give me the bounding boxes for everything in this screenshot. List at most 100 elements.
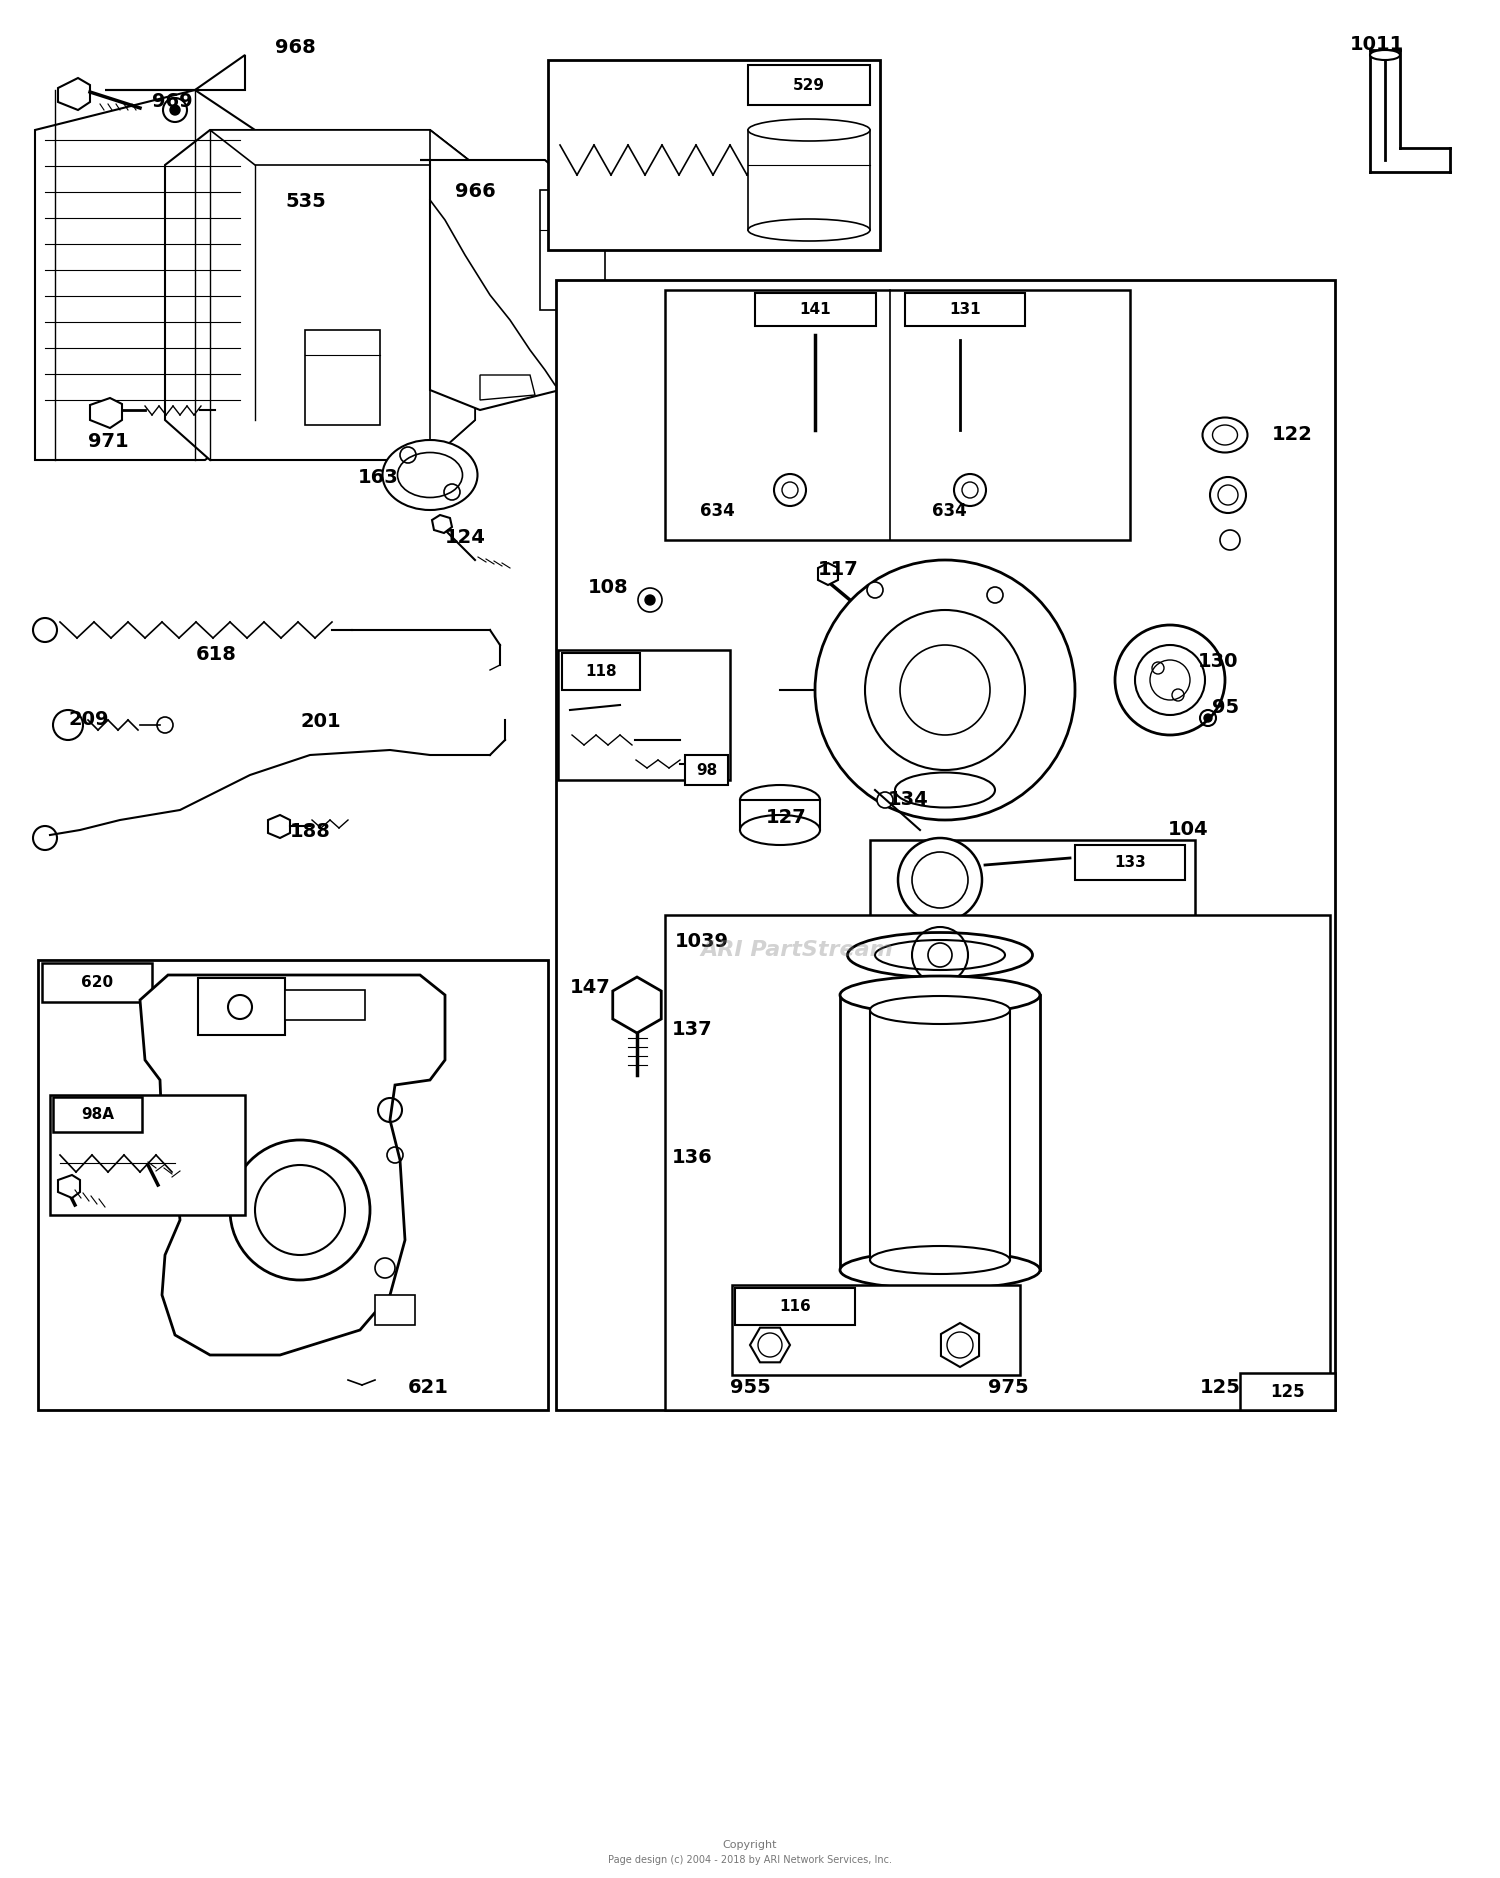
Circle shape xyxy=(867,582,883,597)
Text: 971: 971 xyxy=(88,432,129,451)
Text: 147: 147 xyxy=(570,978,610,997)
Polygon shape xyxy=(548,60,880,250)
Text: 535: 535 xyxy=(285,192,326,210)
Text: 188: 188 xyxy=(290,823,332,841)
Ellipse shape xyxy=(748,118,870,141)
Polygon shape xyxy=(754,293,876,327)
Polygon shape xyxy=(140,975,446,1356)
Text: 98: 98 xyxy=(696,762,717,777)
Circle shape xyxy=(878,793,892,808)
Polygon shape xyxy=(940,1322,980,1367)
Text: 1039: 1039 xyxy=(675,931,729,950)
Polygon shape xyxy=(904,293,1024,327)
Ellipse shape xyxy=(870,995,1010,1024)
Polygon shape xyxy=(945,430,975,451)
Circle shape xyxy=(170,105,180,115)
Text: 116: 116 xyxy=(778,1300,812,1315)
Ellipse shape xyxy=(896,772,995,808)
Ellipse shape xyxy=(382,439,477,511)
Ellipse shape xyxy=(398,453,462,498)
Polygon shape xyxy=(980,319,1024,361)
Text: 968: 968 xyxy=(274,38,316,56)
Polygon shape xyxy=(255,1176,310,1224)
Polygon shape xyxy=(740,800,821,830)
Text: 124: 124 xyxy=(446,528,486,546)
Text: 125: 125 xyxy=(1270,1382,1305,1401)
Polygon shape xyxy=(750,1328,790,1362)
Circle shape xyxy=(774,473,806,505)
Text: 95: 95 xyxy=(1212,699,1239,717)
Text: 201: 201 xyxy=(300,712,340,731)
Polygon shape xyxy=(732,1285,1020,1375)
Polygon shape xyxy=(50,1095,244,1215)
Text: 634: 634 xyxy=(932,501,966,520)
Text: 104: 104 xyxy=(1168,821,1209,839)
Polygon shape xyxy=(870,1010,1010,1260)
Ellipse shape xyxy=(740,815,821,845)
Text: 117: 117 xyxy=(818,560,858,578)
Text: Copyright: Copyright xyxy=(723,1840,777,1850)
Polygon shape xyxy=(375,1296,416,1326)
Ellipse shape xyxy=(847,933,1032,978)
Ellipse shape xyxy=(840,1251,1040,1288)
Circle shape xyxy=(1204,714,1212,721)
Polygon shape xyxy=(34,90,260,460)
Circle shape xyxy=(815,560,1076,821)
Text: 955: 955 xyxy=(730,1378,771,1397)
Polygon shape xyxy=(58,79,90,111)
Polygon shape xyxy=(748,66,870,105)
Polygon shape xyxy=(268,815,290,838)
Circle shape xyxy=(164,98,188,122)
Polygon shape xyxy=(664,915,1330,1410)
Polygon shape xyxy=(304,331,380,424)
Polygon shape xyxy=(885,560,1005,580)
Text: 133: 133 xyxy=(1114,854,1146,870)
Text: 141: 141 xyxy=(800,302,831,317)
Ellipse shape xyxy=(840,977,1040,1014)
Text: 98A: 98A xyxy=(81,1106,114,1121)
Text: 122: 122 xyxy=(1272,424,1312,443)
Polygon shape xyxy=(748,130,870,229)
Polygon shape xyxy=(622,575,680,627)
Text: 620: 620 xyxy=(81,975,112,990)
Polygon shape xyxy=(38,960,548,1410)
Text: 136: 136 xyxy=(672,1147,712,1166)
Text: 209: 209 xyxy=(68,710,108,729)
Text: 131: 131 xyxy=(950,302,981,317)
Polygon shape xyxy=(818,563,839,586)
Polygon shape xyxy=(840,995,1040,1270)
Text: 1011: 1011 xyxy=(1350,36,1404,54)
Text: 969: 969 xyxy=(152,92,192,111)
Polygon shape xyxy=(556,280,1335,1410)
Polygon shape xyxy=(210,130,476,165)
Polygon shape xyxy=(870,839,1196,920)
Text: ARI PartStream: ARI PartStream xyxy=(700,941,892,960)
Text: 108: 108 xyxy=(588,578,628,597)
Text: 137: 137 xyxy=(672,1020,712,1039)
Polygon shape xyxy=(53,1097,142,1132)
Polygon shape xyxy=(945,310,986,340)
Polygon shape xyxy=(686,755,728,785)
Polygon shape xyxy=(1130,364,1324,575)
Circle shape xyxy=(645,595,656,605)
Polygon shape xyxy=(198,978,285,1035)
Polygon shape xyxy=(874,783,890,821)
Text: 621: 621 xyxy=(408,1378,448,1397)
Polygon shape xyxy=(58,1176,80,1198)
Text: 127: 127 xyxy=(766,808,807,826)
Circle shape xyxy=(954,473,986,505)
Polygon shape xyxy=(330,1365,394,1403)
Text: 966: 966 xyxy=(454,182,495,201)
Polygon shape xyxy=(1065,853,1082,864)
Circle shape xyxy=(898,838,983,922)
Polygon shape xyxy=(540,190,604,310)
Circle shape xyxy=(987,588,1004,603)
Text: 125: 125 xyxy=(1200,1378,1240,1397)
Polygon shape xyxy=(614,977,662,1033)
Ellipse shape xyxy=(1370,51,1400,60)
Polygon shape xyxy=(558,650,730,779)
Circle shape xyxy=(230,1140,370,1281)
Polygon shape xyxy=(42,963,152,1003)
Polygon shape xyxy=(664,289,1130,541)
Circle shape xyxy=(962,483,978,498)
